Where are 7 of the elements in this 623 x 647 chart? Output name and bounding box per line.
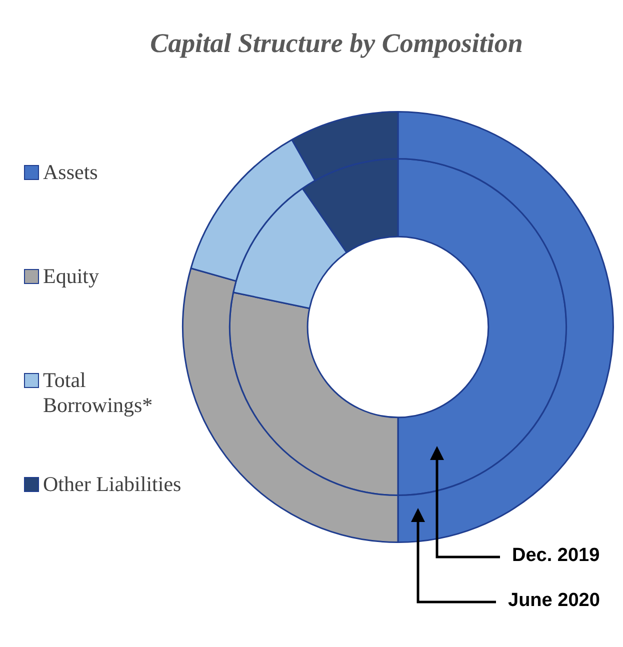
slice-label: June 2020 <box>508 590 600 612</box>
legend-label: Other Liabilities <box>43 472 182 497</box>
slice-label: Dec. 2019 <box>512 545 600 567</box>
legend-label: Total Borrowings* <box>43 368 154 418</box>
chart-title: Capital Structure by Composition <box>149 28 524 59</box>
legend-label: Assets <box>43 160 98 185</box>
legend-label: Equity <box>43 264 99 289</box>
